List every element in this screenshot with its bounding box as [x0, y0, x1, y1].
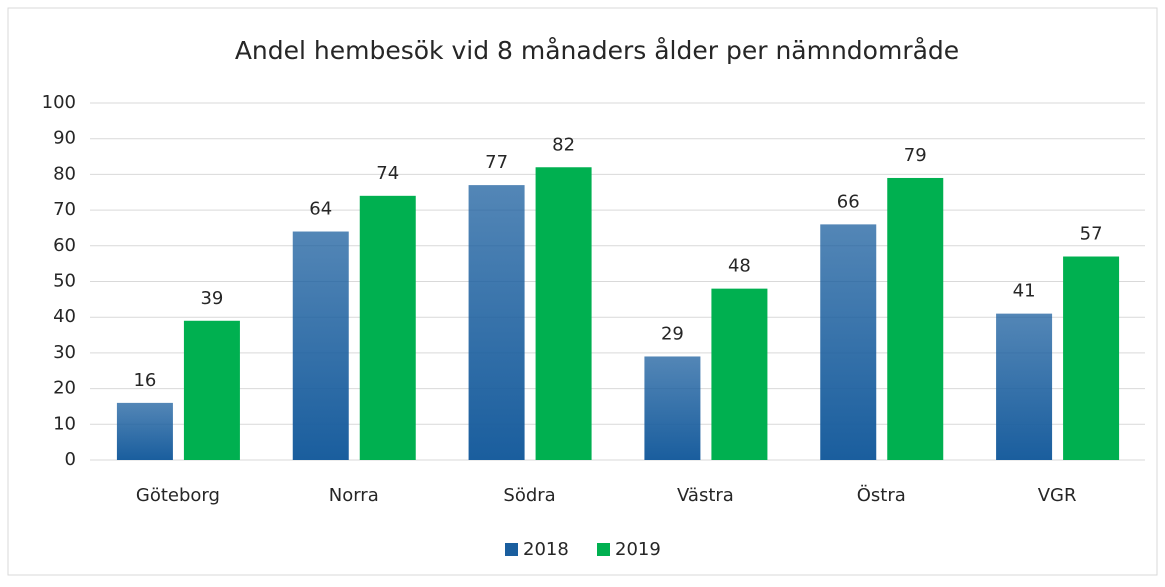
value-label: 29	[661, 323, 684, 344]
bar	[820, 224, 877, 460]
value-label: 64	[309, 199, 332, 220]
chart-title: Andel hembesök vid 8 månaders ålder per …	[235, 36, 959, 65]
value-label: 82	[552, 134, 575, 155]
legend-label: 2019	[615, 539, 661, 560]
value-label: 41	[1013, 281, 1036, 302]
x-tick-label: VGR	[1038, 485, 1077, 506]
value-label: 39	[200, 288, 223, 309]
value-label: 48	[728, 256, 751, 277]
x-tick-label: Östra	[857, 484, 906, 506]
y-tick-label: 60	[53, 235, 76, 256]
y-tick-label: 100	[42, 92, 76, 113]
y-tick-label: 50	[53, 271, 76, 292]
bar	[887, 177, 944, 460]
value-label: 74	[376, 163, 399, 184]
y-tick-label: 0	[65, 449, 76, 470]
y-tick-label: 10	[53, 413, 76, 434]
value-label: 79	[904, 145, 927, 166]
x-tick-label: Västra	[677, 485, 734, 506]
bar	[711, 288, 768, 460]
value-label: 16	[133, 370, 156, 391]
bar	[644, 356, 701, 460]
y-tick-label: 90	[53, 128, 76, 149]
bar	[996, 313, 1053, 460]
x-tick-label: Norra	[329, 485, 379, 506]
value-label: 57	[1080, 224, 1103, 245]
value-label: 77	[485, 152, 508, 173]
bar	[468, 185, 525, 461]
bar	[292, 231, 349, 460]
y-tick-label: 20	[53, 378, 76, 399]
bar	[359, 195, 416, 460]
x-tick-label: Södra	[503, 485, 555, 506]
x-tick-label: Göteborg	[136, 485, 220, 506]
bar	[183, 320, 240, 460]
bar	[535, 167, 592, 460]
legend-swatch	[505, 543, 518, 556]
y-tick-label: 40	[53, 306, 76, 327]
legend-swatch	[597, 543, 610, 556]
bar	[116, 402, 173, 460]
legend-label: 2018	[523, 539, 569, 560]
y-tick-label: 30	[53, 342, 76, 363]
bar	[1063, 256, 1120, 460]
y-tick-label: 80	[53, 163, 76, 184]
value-label: 66	[837, 191, 860, 212]
y-tick-label: 70	[53, 199, 76, 220]
